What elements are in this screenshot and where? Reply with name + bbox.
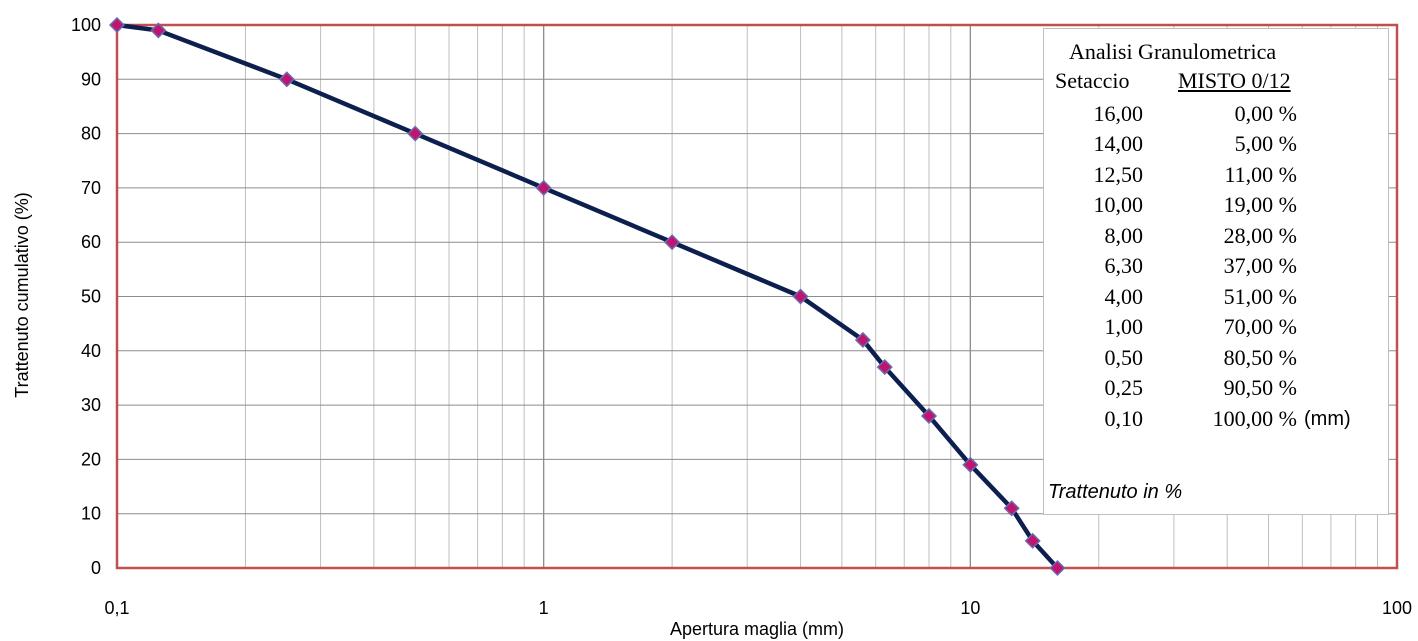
data-point-marker	[792, 288, 809, 305]
retained-value: 5,00 %	[1234, 131, 1297, 156]
sieve-size: 6,30	[1104, 253, 1144, 278]
data-point-marker	[535, 179, 552, 196]
data-point-marker	[854, 331, 871, 349]
sieve-size: 4,00	[1104, 284, 1144, 309]
tick-labels: 0 10 20 30 40 50 60 70 80 90 100 0,1 1 10 100	[71, 15, 1412, 618]
x-tick-label: 0,1	[104, 598, 129, 618]
sieve-size: 0,50	[1104, 345, 1144, 370]
y-tick-label: 50	[81, 287, 101, 307]
retained-value: 51,00 %	[1223, 284, 1297, 309]
sample-name: MISTO 0/12	[1178, 68, 1291, 93]
y-tick-label: 70	[81, 178, 101, 198]
y-tick-label: 0	[91, 558, 101, 578]
sieve-size: 10,00	[1093, 192, 1144, 217]
x-tick-label: 1	[539, 598, 549, 618]
y-tick-label: 30	[81, 395, 101, 415]
table-row: 0,10 100,00 % (mm)	[1044, 406, 1390, 436]
x-tick-label: 100	[1382, 598, 1412, 618]
y-tick-label: 90	[81, 69, 101, 89]
x-tick-label: 10	[960, 598, 980, 618]
retained-value: 37,00 %	[1223, 253, 1297, 278]
data-point-marker	[1003, 500, 1020, 517]
table-row: 1,00 70,00 %	[1044, 314, 1390, 344]
sieve-size: 16,00	[1093, 101, 1144, 126]
sieve-size: 12,50	[1093, 162, 1144, 187]
table-row: 12,50 11,00 %	[1044, 162, 1390, 192]
y-tick-label: 40	[81, 341, 101, 361]
y-tick-label: 80	[81, 124, 101, 144]
data-point-marker	[1049, 559, 1066, 577]
y-tick-label: 10	[81, 504, 101, 524]
sieve-size: 14,00	[1093, 131, 1144, 156]
y-tick-label: 100	[71, 15, 101, 35]
sieve-size: 0,10	[1104, 406, 1144, 431]
sieve-label: Setaccio	[1055, 68, 1130, 93]
data-point-marker	[278, 71, 295, 88]
table-row: 10,00 19,00 %	[1044, 192, 1390, 222]
table-row: 14,00 5,00 %	[1044, 131, 1390, 161]
retained-value: 100,00 %	[1212, 406, 1297, 431]
table-row: 8,00 28,00 %	[1044, 223, 1390, 253]
retained-value: 19,00 %	[1223, 192, 1297, 217]
plot-area-border	[115, 23, 1399, 570]
y-axis-title: Trattenuto cumulativo (%)	[12, 192, 32, 397]
data-series	[108, 16, 1066, 577]
retained-value: 11,00 %	[1224, 162, 1297, 187]
sieve-size: 1,00	[1104, 314, 1144, 339]
data-point-marker	[1024, 532, 1041, 549]
table-row: 6,30 37,00 %	[1044, 253, 1390, 283]
y-tick-label: 60	[81, 232, 101, 252]
data-point-marker	[962, 456, 979, 473]
unit-label: (mm)	[1304, 408, 1351, 430]
table-row: 4,00 51,00 %	[1044, 284, 1390, 314]
table-row: 0,25 90,50 %	[1044, 375, 1390, 405]
series-line	[114, 22, 1060, 571]
info-footer: Trattenuto in %	[1048, 481, 1183, 503]
info-table-box: Analisi Granulometrica Setaccio MISTO 0/…	[1043, 28, 1389, 515]
sieve-size: 8,00	[1104, 223, 1144, 248]
info-title: Analisi Granulometrica	[1069, 39, 1277, 64]
data-point-marker	[664, 234, 681, 251]
data-point-marker	[108, 16, 126, 34]
data-point-marker	[150, 22, 167, 39]
retained-value: 0,00 %	[1234, 101, 1297, 126]
data-point-marker	[407, 125, 424, 142]
retained-value: 90,50 %	[1223, 375, 1297, 400]
sieve-size: 0,25	[1104, 375, 1144, 400]
x-axis-title: Apertura maglia (mm)	[670, 619, 844, 639]
data-point-marker	[876, 359, 893, 376]
retained-value: 28,00 %	[1223, 223, 1297, 248]
data-point-marker	[920, 407, 938, 425]
retained-value: 70,00 %	[1223, 314, 1297, 339]
table-row: 0,50 80,50 %	[1044, 345, 1390, 375]
retained-value: 80,50 %	[1223, 345, 1297, 370]
table-row: 16,00 0,00 %	[1044, 101, 1390, 131]
y-tick-label: 20	[81, 449, 101, 469]
